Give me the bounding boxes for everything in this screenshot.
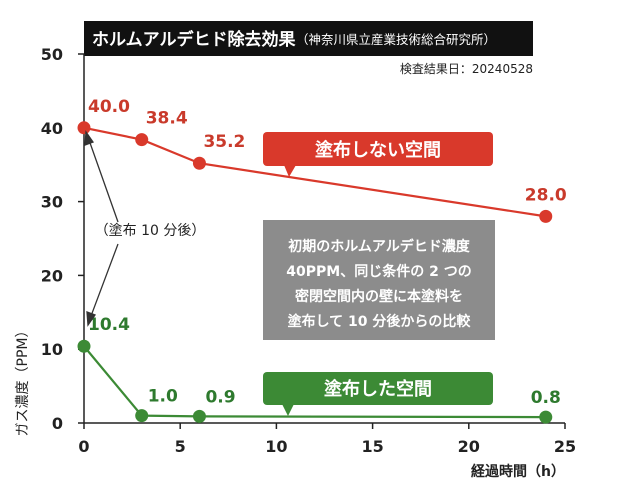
label-treated-box	[263, 372, 493, 405]
y-tick-label: 50	[41, 45, 63, 64]
y-tick-label: 0	[52, 414, 63, 433]
data-point	[77, 121, 91, 135]
label-untreated-box	[263, 132, 493, 166]
y-tick-label: 20	[41, 266, 63, 285]
note-box-bg	[263, 220, 495, 340]
label-untreated-text: 塗布しない空間	[315, 139, 441, 161]
data-point	[192, 409, 206, 423]
x-tick-label: 15	[361, 437, 383, 456]
y-tick-label: 40	[41, 119, 63, 138]
y-tick-label: 30	[41, 193, 63, 212]
chart-title: ホルムアルデヒド除去効果	[92, 29, 296, 50]
data-label: 0.8	[531, 388, 561, 408]
note-line-3: 密閉空間内の壁に本塗料を	[294, 288, 463, 305]
data-label: 10.4	[88, 315, 130, 335]
data-point	[135, 409, 149, 423]
chart-subtitle: （神奈川県立産業技術総合研究所）	[296, 32, 496, 47]
note-line-4: 塗布して 10 分後からの比較	[288, 313, 472, 330]
x-axis-title: 経過時間（h）	[471, 463, 565, 480]
label-untreated-pointer	[284, 165, 296, 177]
series-line-1	[83, 345, 546, 419]
x-tick-label: 25	[554, 437, 576, 456]
label-treated-text: 塗布した空間	[324, 378, 432, 400]
label-treated-pointer	[282, 404, 294, 416]
data-label: 40.0	[88, 97, 130, 117]
label-treated: 塗布した空間	[263, 372, 493, 416]
note-box: 初期のホルムアルデヒド濃度 40PPM、同じ条件の 2 つの 密閉空間内の壁に本…	[263, 220, 495, 340]
note-line-2: 40PPM、同じ条件の 2 つの	[286, 263, 471, 280]
date-note: 検査結果日：20240528	[400, 62, 533, 76]
x-tick-label: 10	[265, 437, 287, 456]
note-line-1: 初期のホルムアルデヒド濃度	[288, 238, 471, 255]
data-point	[77, 339, 91, 353]
data-point	[539, 410, 553, 424]
data-label: 38.4	[146, 109, 188, 129]
series-line-0	[83, 126, 546, 218]
y-axis-title: ガス濃度（PPM）	[15, 324, 31, 437]
x-tick-label: 5	[175, 437, 186, 456]
data-label: 1.0	[148, 387, 178, 407]
data-label: 28.0	[525, 185, 567, 205]
x-tick-label: 0	[78, 437, 89, 456]
y-tick-label: 10	[41, 340, 63, 359]
data-label: 35.2	[203, 132, 245, 152]
data-point	[192, 156, 206, 170]
annotation-text: （塗布 10 分後）	[95, 222, 206, 239]
data-point	[539, 209, 553, 223]
data-label: 0.9	[205, 387, 235, 407]
data-point	[135, 133, 149, 147]
x-tick-label: 20	[458, 437, 480, 456]
title-bar	[84, 21, 533, 56]
annotation-arrows	[84, 130, 119, 327]
label-untreated: 塗布しない空間	[263, 132, 493, 177]
